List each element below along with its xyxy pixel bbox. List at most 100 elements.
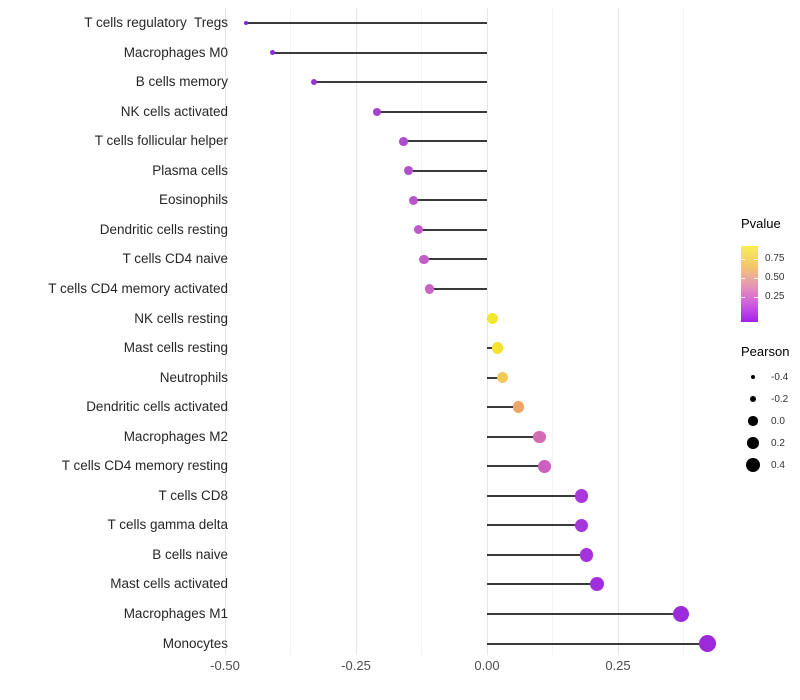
- data-point-dot: [398, 136, 408, 146]
- data-point-dot: [574, 489, 589, 503]
- x-axis-tick-label: 0.25: [605, 658, 631, 673]
- y-axis-label: Macrophages M0: [123, 44, 228, 60]
- stem-line: [376, 110, 487, 113]
- y-axis-label: Plasma cells: [152, 162, 228, 178]
- x-axis-tick-label: -0.50: [210, 658, 240, 673]
- pearson-legend-title: Pearson: [741, 344, 790, 359]
- pearson-legend-label: -0.2: [771, 394, 789, 405]
- y-axis-label: Eosinophils: [158, 192, 228, 208]
- stem-line: [424, 258, 487, 261]
- y-axis-label: T cells CD8: [158, 487, 228, 503]
- y-axis-label: Mast cells resting: [123, 340, 228, 356]
- stem-line: [413, 199, 487, 202]
- major-gridline: [224, 8, 226, 655]
- data-point-dot: [414, 225, 424, 235]
- y-axis-label: Dendritic cells resting: [99, 221, 228, 237]
- minor-gridline: [421, 8, 422, 655]
- pearson-legend-dot: [750, 374, 756, 380]
- data-point-dot: [419, 254, 429, 265]
- x-axis-tick-label: -0.25: [341, 658, 371, 673]
- pvalue-tick-mark: [741, 258, 745, 260]
- pearson-legend-label: -0.4: [771, 372, 789, 383]
- stem-line: [487, 642, 708, 645]
- stem-line: [487, 376, 503, 379]
- stem-line: [487, 583, 598, 586]
- y-axis-label: T cells follicular helper: [94, 133, 228, 149]
- y-axis-label: Neutrophils: [159, 369, 228, 385]
- pvalue-tick-mark: [741, 277, 745, 279]
- minor-gridline: [683, 8, 684, 655]
- pearson-legend-dot: [749, 395, 757, 403]
- pearson-legend-dot: [747, 437, 759, 449]
- pvalue-tick-label: 0.25: [765, 290, 785, 302]
- data-point-dot: [486, 312, 498, 325]
- stem-line: [418, 228, 487, 231]
- y-axis-label: T cells gamma delta: [107, 517, 228, 533]
- data-point-dot: [403, 166, 413, 176]
- pearson-legend-label: 0.4: [771, 460, 785, 471]
- y-axis-label: B cells naive: [152, 546, 228, 562]
- pearson-legend-label: 0.0: [771, 416, 785, 427]
- data-point-dot: [533, 430, 546, 443]
- y-axis-label: Dendritic cells activated: [86, 399, 228, 415]
- data-point-dot: [672, 605, 689, 623]
- pearson-size-legend: Pearson -0.4 -0.2 0.0 0.2 0.4: [741, 344, 800, 484]
- data-point-dot: [372, 107, 381, 116]
- y-axis-label: T cells regulatory Tregs: [84, 15, 228, 30]
- stem-line: [403, 140, 487, 143]
- y-axis-label: Mast cells activated: [110, 576, 228, 592]
- stem-line: [487, 435, 540, 438]
- pvalue-tick-mark: [754, 296, 758, 298]
- major-gridline: [355, 8, 357, 655]
- stem-line: [487, 406, 519, 409]
- data-point-dot: [243, 20, 249, 26]
- major-gridline: [617, 8, 619, 655]
- data-point-dot: [574, 518, 589, 533]
- stem-line: [272, 51, 487, 54]
- pvalue-tick-mark: [754, 277, 758, 279]
- data-point-dot: [310, 78, 318, 86]
- data-point-dot: [409, 195, 419, 205]
- y-axis-label: T cells CD4 memory activated: [48, 280, 228, 296]
- stem-line: [408, 169, 487, 172]
- stem-line: [245, 22, 487, 24]
- minor-gridline: [290, 8, 291, 655]
- data-point-dot: [497, 371, 509, 384]
- y-axis-label: Monocytes: [162, 635, 228, 651]
- pvalue-tick-label: 0.75: [765, 252, 785, 264]
- x-axis-tick-label: 0.00: [474, 658, 500, 673]
- stem-line: [487, 465, 545, 468]
- y-axis-label: NK cells resting: [134, 310, 228, 326]
- stem-line: [487, 494, 582, 497]
- major-gridline: [486, 8, 488, 655]
- data-point-dot: [269, 49, 275, 56]
- y-axis-label: NK cells activated: [120, 103, 228, 119]
- pvalue-legend-title: Pvalue: [741, 216, 781, 231]
- pvalue-color-legend: Pvalue 0.75 0.50 0.25: [741, 216, 800, 336]
- data-point-dot: [538, 459, 551, 473]
- pearson-legend-label: 0.2: [771, 438, 785, 449]
- pvalue-gradient-bar: [741, 246, 758, 322]
- y-axis-label: T cells CD4 memory resting: [61, 458, 228, 474]
- y-axis-label: Macrophages M1: [123, 606, 228, 621]
- pvalue-tick-mark: [754, 258, 758, 260]
- pvalue-tick-mark: [741, 296, 745, 298]
- y-axis-label: Macrophages M2: [123, 428, 228, 444]
- data-point-dot: [512, 401, 525, 414]
- stem-line: [487, 524, 582, 527]
- data-point-dot: [698, 635, 716, 652]
- y-axis-label: B cells memory: [135, 74, 228, 90]
- stem-line: [487, 553, 587, 556]
- data-point-dot: [590, 577, 604, 592]
- pearson-legend-dot: [748, 416, 758, 426]
- pvalue-tick-label: 0.50: [765, 271, 785, 283]
- stem-line: [314, 81, 487, 84]
- pearson-legend-dot: [745, 457, 761, 473]
- data-point-dot: [579, 548, 594, 562]
- y-axis-label: T cells CD4 naive: [122, 251, 228, 267]
- data-point-dot: [424, 284, 435, 294]
- stem-line: [487, 613, 681, 615]
- minor-gridline: [552, 8, 553, 655]
- data-point-dot: [491, 342, 504, 354]
